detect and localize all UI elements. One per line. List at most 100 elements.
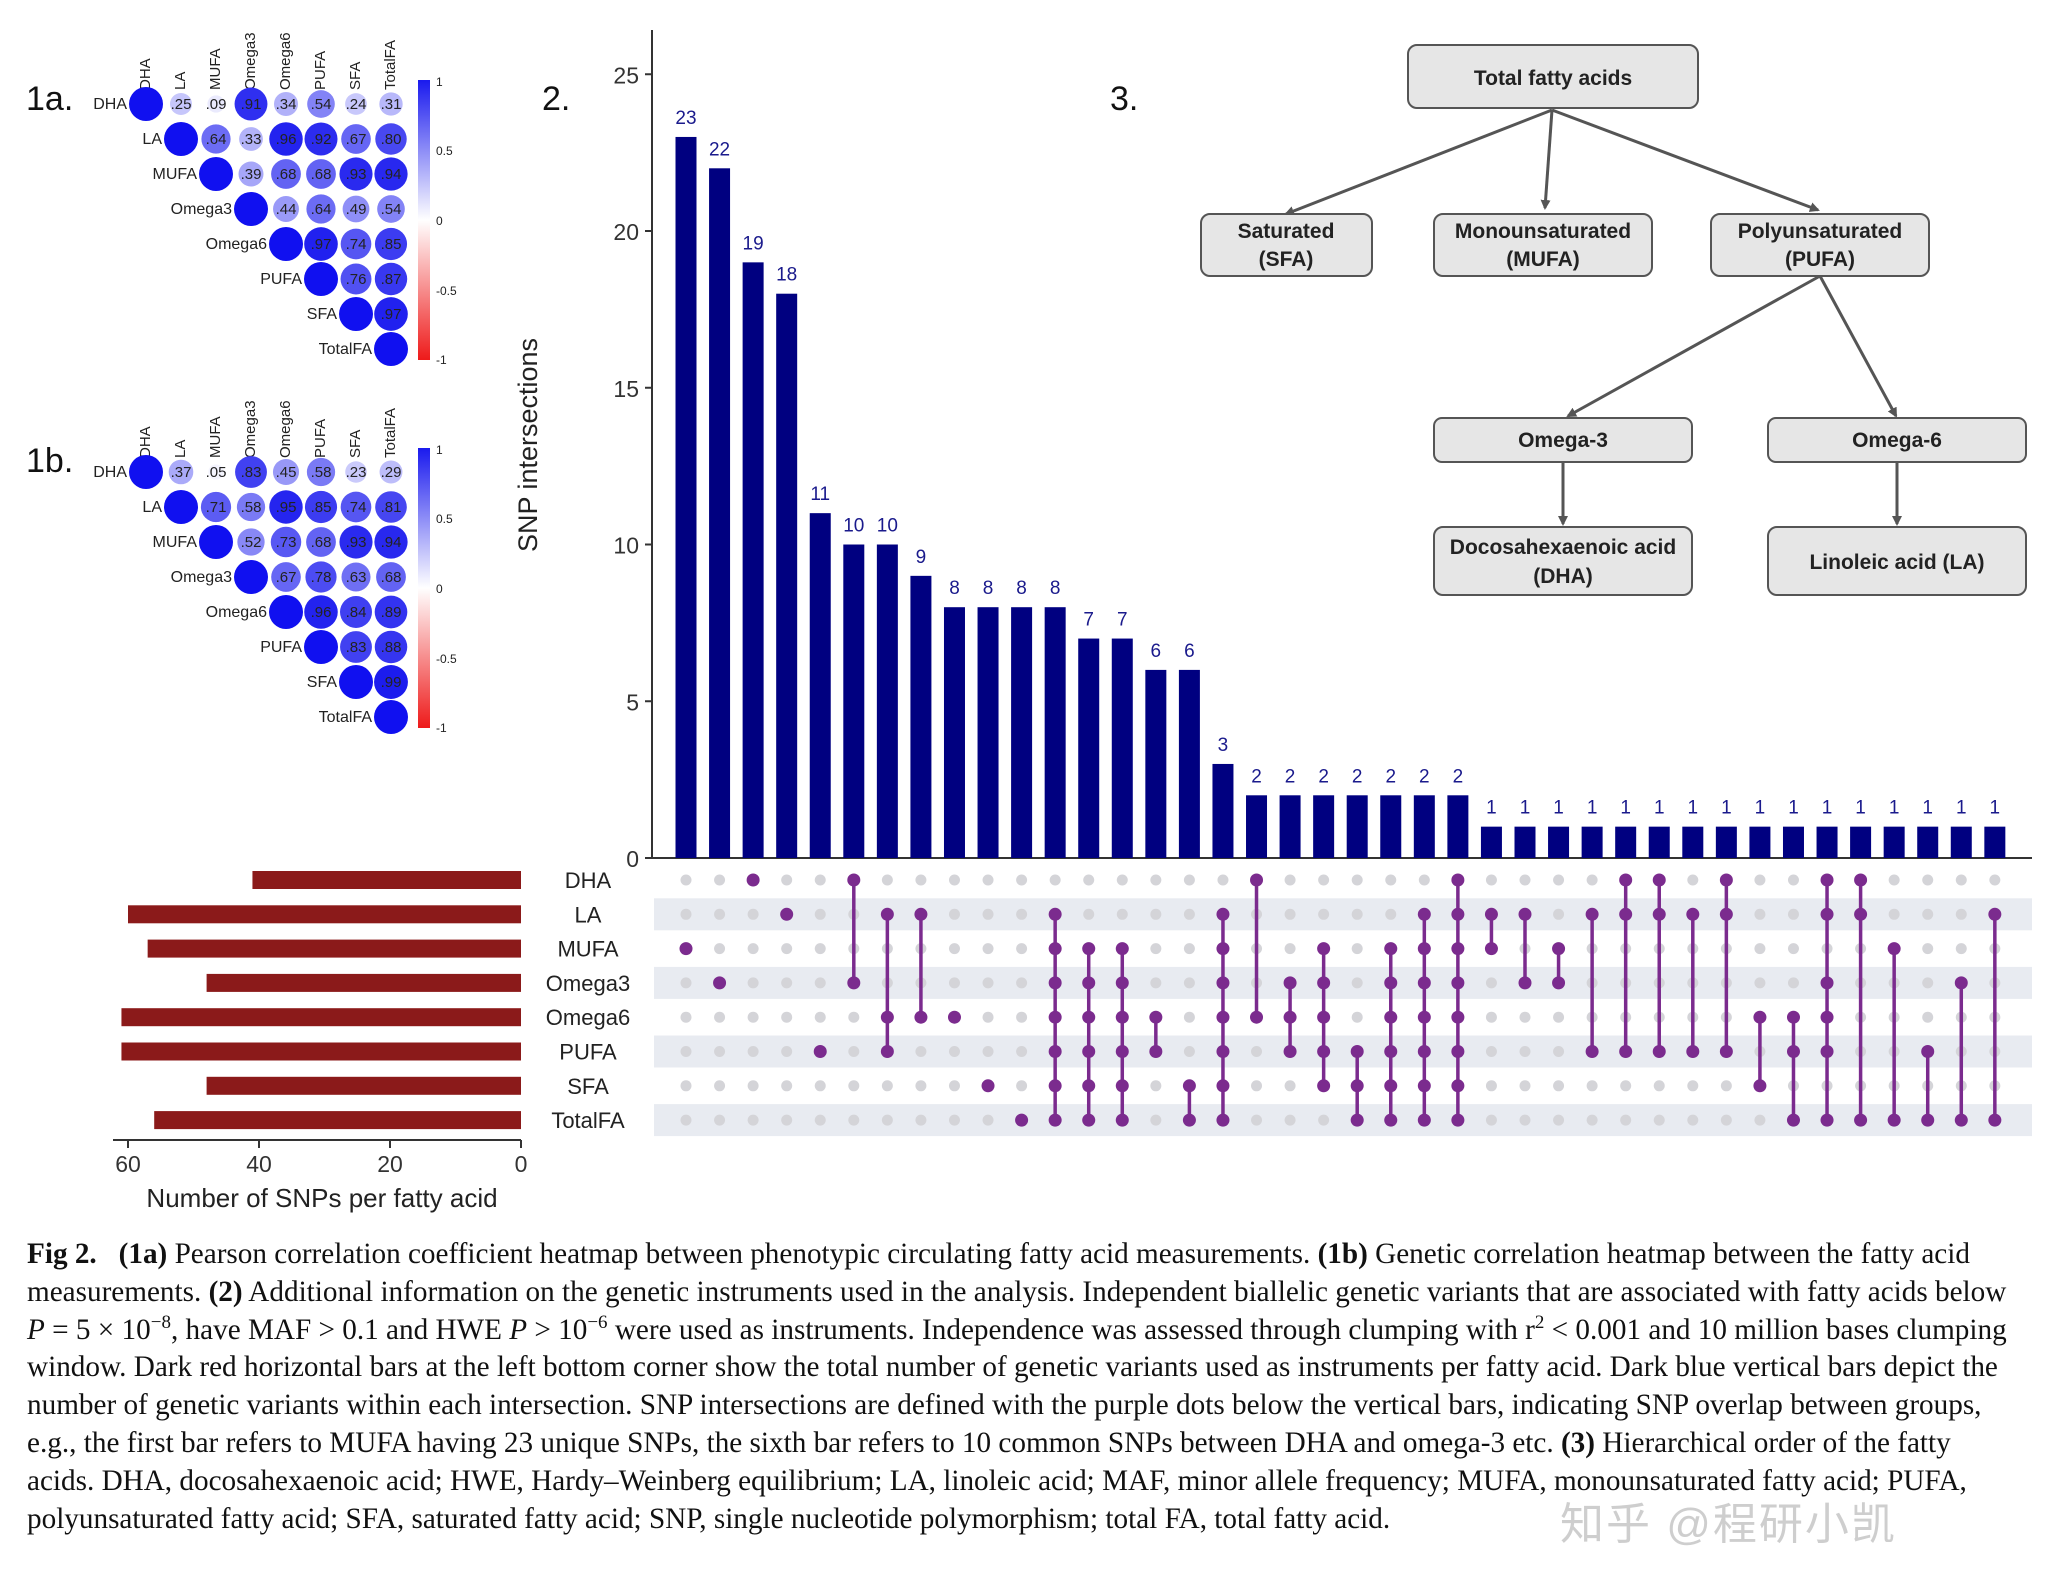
- matrix-filled-dot: [1350, 1079, 1364, 1093]
- set-x-tick-label: 60: [115, 1151, 141, 1177]
- matrix-empty-dot: [1385, 908, 1397, 920]
- matrix-filled-dot: [1417, 1010, 1431, 1024]
- intersection-bar-label: 18: [776, 265, 797, 286]
- heatmap-cell-value: .87: [381, 271, 402, 288]
- heatmap-cell-value: .64: [311, 201, 332, 218]
- matrix-filled-dot: [914, 1010, 928, 1024]
- matrix-empty-dot: [1251, 1080, 1263, 1092]
- matrix-empty-dot: [1016, 977, 1028, 989]
- matrix-empty-dot: [1016, 908, 1028, 920]
- set-label: TotalFA: [551, 1108, 625, 1133]
- heatmap-cell-value: .68: [311, 534, 332, 551]
- matrix-filled-dot: [847, 976, 861, 990]
- matrix-filled-dot: [1048, 1010, 1062, 1024]
- heatmap-cell-circle: [375, 491, 407, 523]
- caption-2-text-a: Additional information on the genetic in…: [248, 1275, 2007, 1308]
- matrix-empty-dot: [747, 977, 759, 989]
- colorbar-tick-label: -0.5: [436, 284, 457, 298]
- heatmap-cell-circle: [342, 195, 370, 223]
- set-label: DHA: [565, 868, 612, 893]
- matrix-empty-dot: [714, 1046, 726, 1057]
- matrix-empty-dot: [1485, 1011, 1497, 1023]
- set-label: SFA: [567, 1074, 609, 1099]
- matrix-empty-dot: [1553, 1080, 1565, 1092]
- heatmap-col-label: Omega6: [277, 32, 294, 90]
- matrix-empty-dot: [781, 943, 793, 955]
- matrix-filled-dot: [1384, 1079, 1398, 1093]
- matrix-empty-dot: [1351, 977, 1363, 989]
- matrix-filled-dot: [1283, 1010, 1297, 1024]
- matrix-empty-dot: [1922, 1011, 1934, 1023]
- matrix-filled-dot: [1082, 1045, 1096, 1058]
- matrix-empty-dot: [948, 977, 960, 989]
- heatmap-diagonal-circle: [129, 455, 163, 489]
- node-dha-line2: (DHA): [1533, 565, 1592, 588]
- matrix-filled-dot: [1451, 1010, 1465, 1024]
- matrix-empty-dot: [680, 977, 692, 989]
- matrix-filled-dot: [1921, 1045, 1935, 1058]
- matrix-empty-dot: [680, 1114, 692, 1126]
- heatmap-row-label: MUFA: [153, 534, 198, 551]
- matrix-empty-dot: [982, 943, 994, 955]
- intersection-bar: [1984, 826, 2006, 858]
- intersection-bar-label: 23: [675, 108, 696, 129]
- matrix-filled-dot: [1887, 942, 1901, 956]
- matrix-empty-dot: [781, 977, 793, 989]
- heatmap-cell-circle: [339, 525, 373, 559]
- y-tick-label: 15: [613, 376, 639, 402]
- node-la: Linoleic acid (LA): [1767, 526, 2027, 596]
- intersection-bar: [1279, 795, 1301, 858]
- caption-2-text-b: , have MAF > 0.1 and HWE: [170, 1313, 502, 1346]
- intersection-bar-label: 6: [1151, 641, 1162, 662]
- matrix-filled-dot: [1619, 907, 1633, 921]
- matrix-empty-dot: [1485, 874, 1497, 886]
- matrix-empty-dot: [1519, 874, 1531, 886]
- matrix-empty-dot: [1787, 977, 1799, 989]
- edge-pufa-omega3: [1566, 274, 1821, 418]
- intersection-bar: [1514, 826, 1536, 858]
- heatmap-cell-circle: [340, 491, 372, 523]
- node-mufa: Monounsaturated (MUFA): [1433, 213, 1653, 277]
- intersection-bar: [1212, 763, 1234, 858]
- heatmap-cell-circle: [274, 92, 298, 116]
- heatmap-cell-value: .81: [381, 499, 402, 516]
- heatmap-cell-circle: [170, 93, 192, 115]
- set-size-bar: [128, 905, 521, 924]
- matrix-empty-dot: [982, 908, 994, 920]
- matrix-filled-dot: [1250, 1010, 1264, 1024]
- heatmap-row-label: LA: [142, 499, 162, 516]
- heatmap-cell-value: .23: [346, 464, 367, 481]
- heatmap-cell-circle: [272, 458, 300, 486]
- matrix-filled-dot: [1820, 1113, 1834, 1127]
- colorbar-tick-label: 1: [436, 443, 443, 457]
- intersection-bar-label: 8: [1050, 578, 1061, 599]
- intersection-bar-label: 8: [983, 578, 994, 599]
- matrix-filled-dot: [1182, 1113, 1196, 1127]
- heatmap-cell-value: .68: [276, 166, 297, 183]
- heatmap-row-label: Omega3: [171, 569, 232, 586]
- matrix-empty-dot: [747, 943, 759, 955]
- heatmap-cell-value: .91: [241, 96, 262, 113]
- colorbar-tick-label: 0.5: [436, 512, 453, 526]
- matrix-empty-dot: [1553, 1046, 1565, 1057]
- matrix-empty-dot: [1485, 1080, 1497, 1092]
- matrix-filled-dot: [1652, 873, 1666, 887]
- matrix-empty-dot: [948, 1046, 960, 1057]
- matrix-filled-dot: [1820, 1045, 1834, 1058]
- y-tick-label: 10: [613, 533, 639, 559]
- intersection-bar-label: 1: [1553, 798, 1564, 819]
- matrix-empty-dot: [1150, 874, 1162, 886]
- heatmap-diagonal-circle: [234, 192, 268, 226]
- heatmap-cell-circle: [239, 127, 263, 151]
- matrix-empty-dot: [1586, 874, 1598, 886]
- intersection-bar-label: 7: [1083, 610, 1094, 631]
- matrix-empty-dot: [814, 977, 826, 989]
- heatmap-cell-circle: [236, 492, 266, 522]
- node-mufa-line2: (MUFA): [1506, 248, 1579, 271]
- intersection-bar-label: 1: [1688, 798, 1699, 819]
- matrix-empty-dot: [915, 1046, 927, 1057]
- matrix-empty-dot: [680, 908, 692, 920]
- matrix-empty-dot: [1653, 1114, 1665, 1126]
- intersection-bar: [977, 607, 999, 858]
